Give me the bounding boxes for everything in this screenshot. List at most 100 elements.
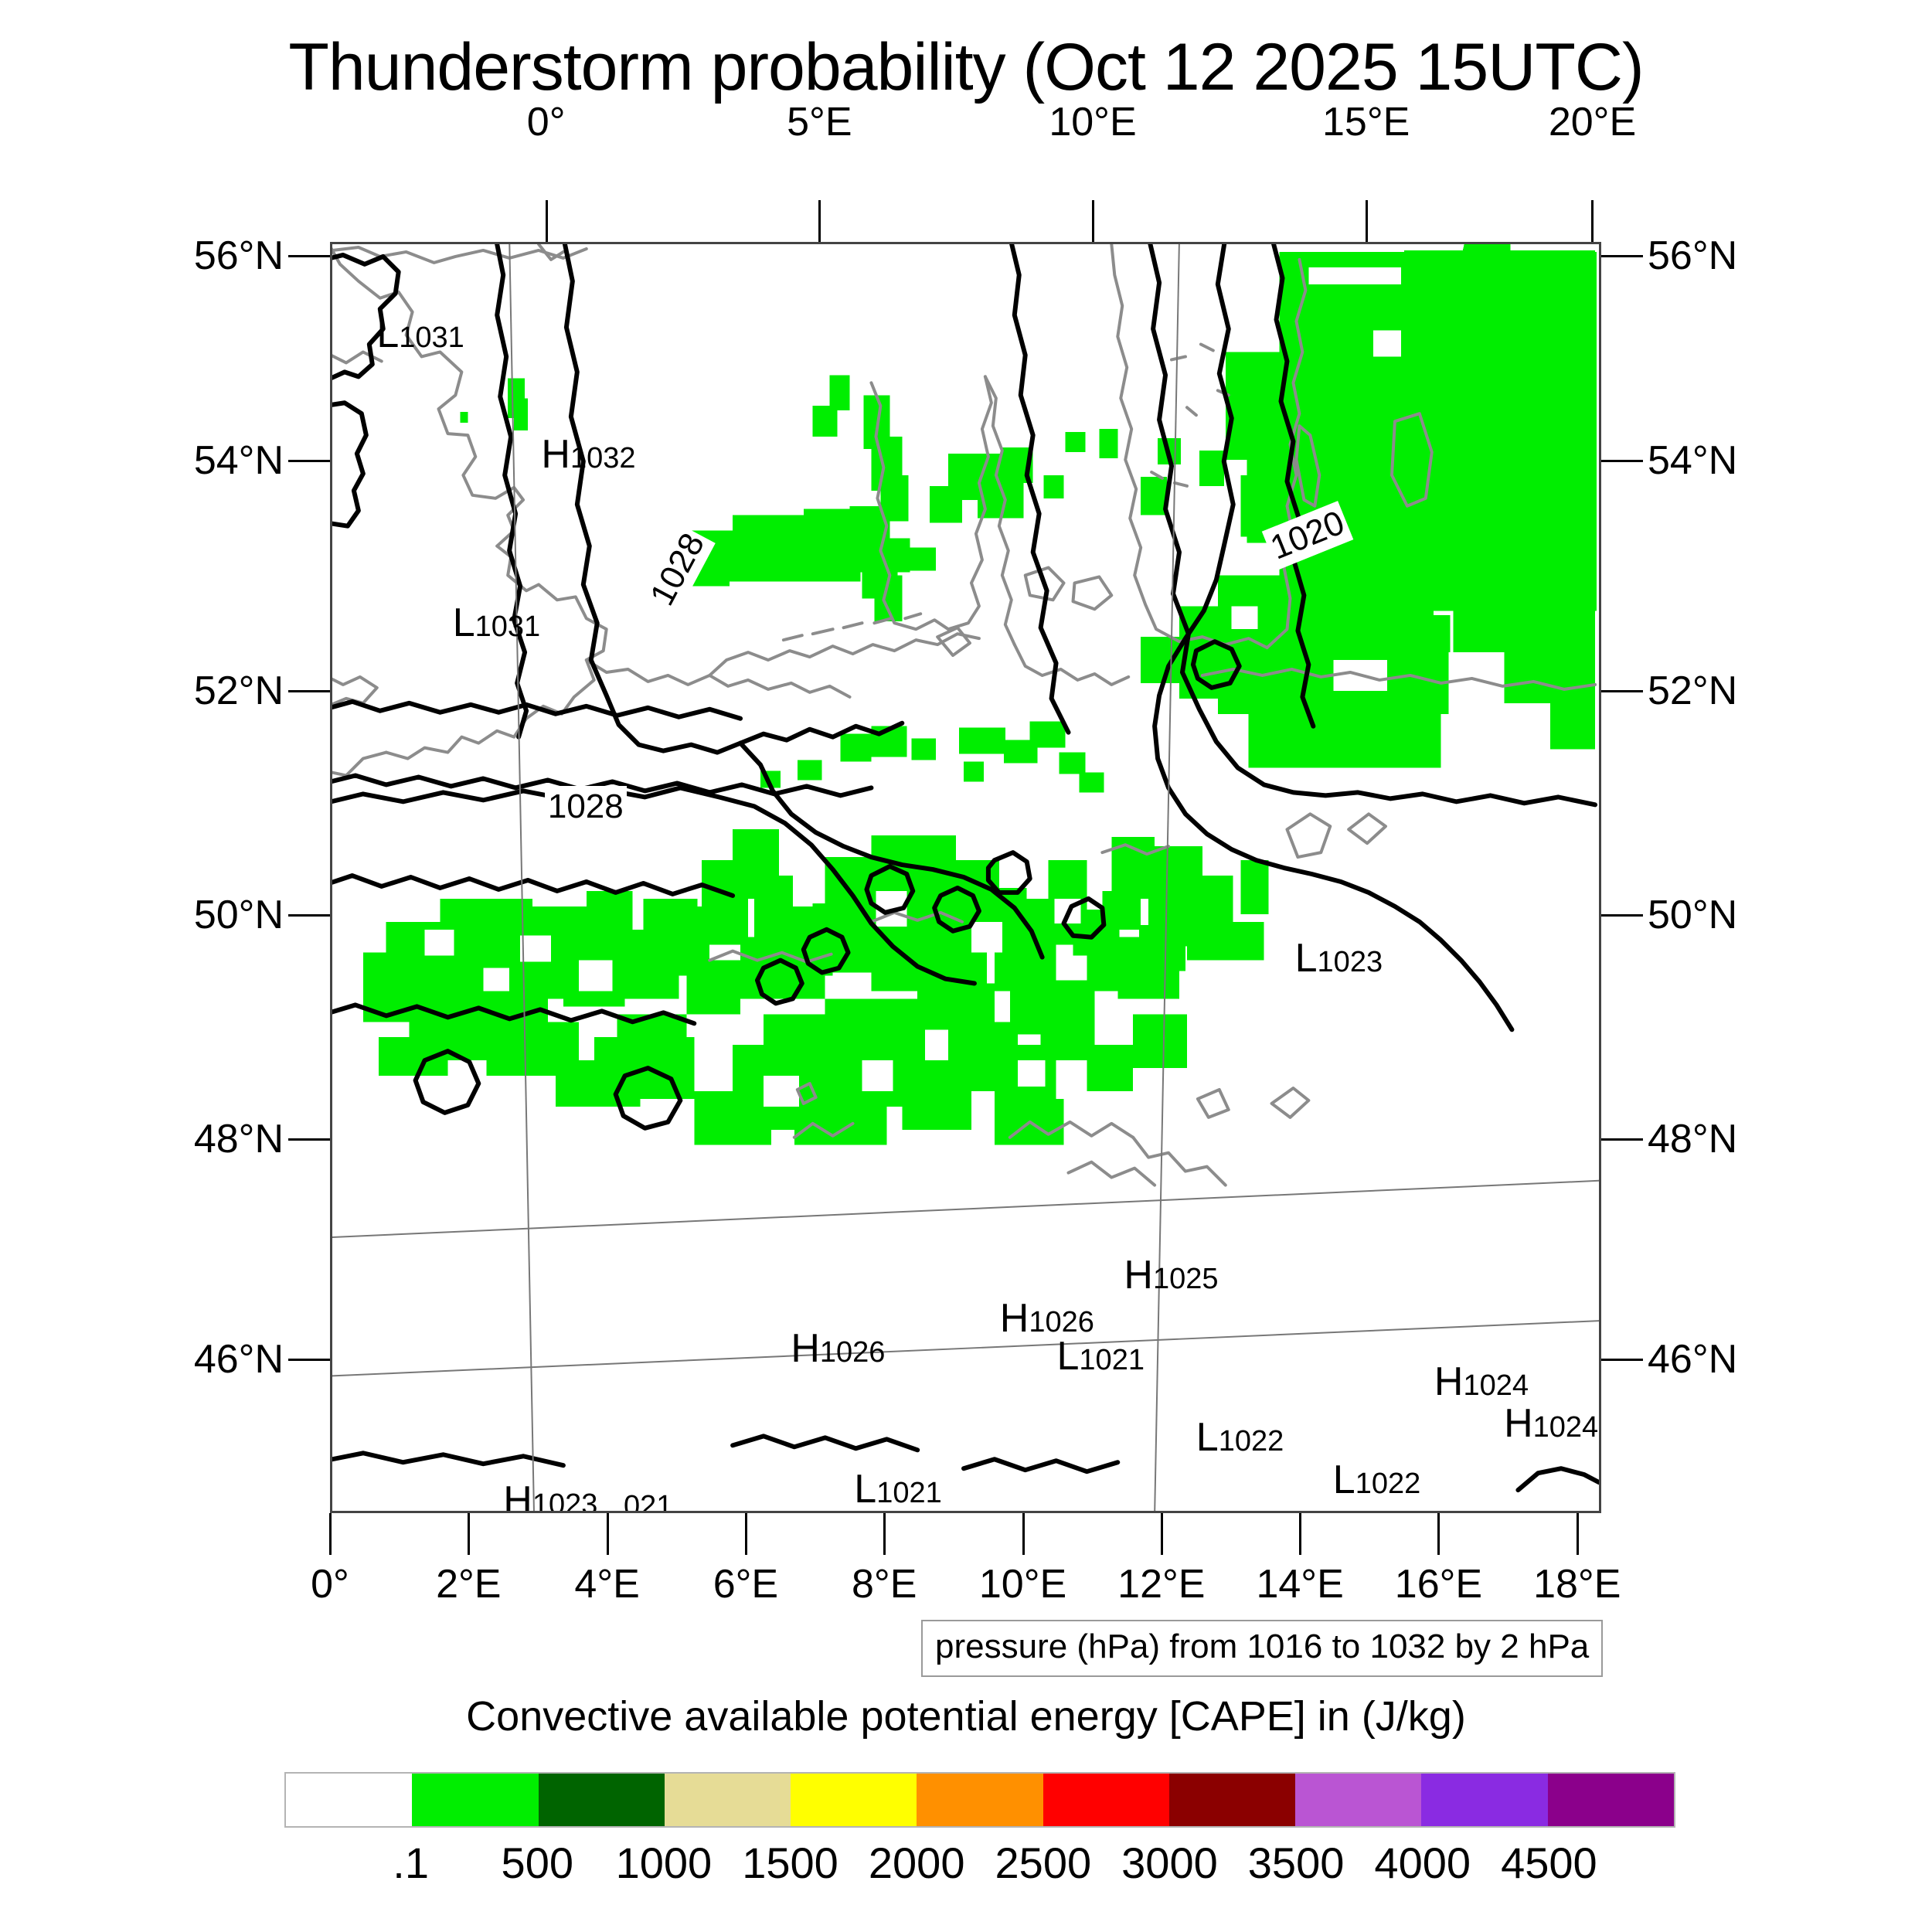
lon-tick-label: 0°	[526, 100, 566, 145]
coastline-layer	[332, 244, 1597, 1187]
lon-tick-label: 5°E	[787, 100, 852, 145]
colorbar-tick-label: 4500	[1501, 1838, 1597, 1887]
lat-tick-label: 54°N	[1648, 437, 1738, 483]
colorbar-tick-label: 500	[501, 1838, 573, 1887]
lon-tick-label: 4°E	[574, 1562, 640, 1607]
lon-tick-label: 6°E	[713, 1562, 779, 1607]
lon-tick-label: 10°E	[978, 1562, 1067, 1607]
pressure-extremum-label: H1026	[791, 1325, 886, 1371]
lat-tick-label: 52°N	[1648, 668, 1738, 713]
pressure-extremum-label: H1025	[1124, 1252, 1219, 1298]
lat-tick-mark	[1601, 255, 1643, 258]
lon-tick-mark	[1365, 200, 1368, 242]
cape-colorbar	[284, 1772, 1675, 1828]
lat-tick-label: 52°N	[193, 668, 284, 713]
lon-tick-label: 12°E	[1117, 1562, 1206, 1607]
lon-tick-mark	[1437, 1513, 1440, 1555]
lon-tick-label: 15°E	[1322, 100, 1410, 145]
lat-tick-mark	[1601, 1138, 1643, 1141]
pressure-extremum-label: H1024	[1504, 1400, 1599, 1446]
colorbar-segment-8	[1295, 1774, 1422, 1826]
lat-tick-mark	[288, 1138, 330, 1141]
colorbar-title: Convective available potential energy [C…	[466, 1693, 1466, 1740]
lon-tick-mark	[545, 200, 548, 242]
colorbar-segment-10	[1547, 1774, 1674, 1826]
lon-tick-mark	[1576, 1513, 1579, 1555]
colorbar-segment-3	[664, 1774, 791, 1826]
lat-tick-mark	[288, 459, 330, 462]
lat-tick-mark	[1601, 914, 1643, 917]
lat-tick-label: 54°N	[193, 437, 284, 483]
pressure-extremum-label: L1022	[1332, 1458, 1421, 1503]
pressure-contour-legend: pressure (hPa) from 1016 to 1032 by 2 hP…	[921, 1620, 1604, 1677]
graticule-layer	[332, 244, 1599, 1511]
colorbar-segment-9	[1421, 1774, 1548, 1826]
lon-tick-label: 8°E	[852, 1562, 917, 1607]
pressure-extremum-extra-label: 021	[623, 1490, 673, 1513]
pressure-extremum-label: L1021	[854, 1466, 942, 1512]
lon-tick-label: 16°E	[1394, 1562, 1483, 1607]
lat-tick-label: 56°N	[193, 233, 284, 279]
lon-tick-mark	[606, 1513, 609, 1555]
lat-tick-mark	[288, 914, 330, 917]
lon-tick-label: 10°E	[1049, 100, 1137, 145]
map-canvas	[332, 244, 1599, 1511]
pressure-extremum-label: L1031	[376, 311, 464, 357]
lon-tick-mark	[1160, 1513, 1163, 1555]
lat-tick-label: 48°N	[1648, 1116, 1738, 1162]
lon-tick-mark	[468, 1513, 471, 1555]
lat-tick-mark	[1601, 689, 1643, 692]
lat-tick-label: 46°N	[1648, 1336, 1738, 1382]
lon-tick-mark	[1591, 200, 1594, 242]
lon-tick-label: 14°E	[1256, 1562, 1344, 1607]
colorbar-tick-label: 1500	[742, 1838, 838, 1887]
lat-tick-label: 50°N	[193, 893, 284, 938]
lat-tick-mark	[288, 689, 330, 692]
map-plot-area: L1031 H1032 L1031 L1023 H1025 H1026 L102…	[330, 242, 1601, 1513]
colorbar-segment-5	[917, 1774, 1043, 1826]
colorbar-segment-1	[412, 1774, 539, 1826]
lon-tick-label: 20°E	[1548, 100, 1637, 145]
colorbar-segment-2	[538, 1774, 665, 1826]
pressure-extremum-label: L1021	[1056, 1333, 1145, 1379]
lon-tick-mark	[818, 200, 821, 242]
colorbar-tick-label: 4000	[1374, 1838, 1471, 1887]
cape-colorbar-labels: .1 500 1000 1500 2000 2500 3000 3500 4000 4500	[284, 1838, 1675, 1892]
lon-tick-label: 2°E	[436, 1562, 502, 1607]
lon-tick-mark	[1299, 1513, 1302, 1555]
colorbar-segment-6	[1043, 1774, 1169, 1826]
colorbar-tick-label: 1000	[615, 1838, 713, 1887]
pressure-extremum-label: H1023	[503, 1478, 598, 1513]
isobar-layer	[332, 244, 1599, 1493]
lon-tick-mark	[1022, 1513, 1025, 1555]
colorbar-segment-7	[1168, 1774, 1296, 1826]
lon-tick-label: 18°E	[1533, 1562, 1621, 1607]
pressure-extremum-label: H1026	[999, 1295, 1094, 1341]
colorbar-tick-label: 3000	[1121, 1838, 1218, 1887]
pressure-extremum-label: L1031	[452, 600, 541, 645]
pressure-extremum-label: H1032	[541, 431, 636, 477]
lat-tick-label: 46°N	[193, 1336, 284, 1382]
page-title: Thunderstorm probability (Oct 12 2025 15…	[288, 30, 1644, 104]
pressure-extremum-label: L1023	[1294, 936, 1383, 981]
colorbar-segment-4	[791, 1774, 917, 1826]
lat-tick-label: 56°N	[1648, 233, 1738, 279]
lat-tick-mark	[288, 1358, 330, 1361]
contour-value-label: 1028	[544, 785, 627, 828]
pressure-extremum-label: H1024	[1434, 1359, 1529, 1404]
pressure-extremum-label: L1022	[1196, 1414, 1284, 1460]
lon-tick-mark	[883, 1513, 886, 1555]
colorbar-tick-label: 2000	[868, 1838, 965, 1887]
lon-tick-mark	[744, 1513, 747, 1555]
lat-tick-mark	[1601, 459, 1643, 462]
lat-tick-mark	[1601, 1358, 1643, 1361]
cape-shading-layer	[362, 244, 1597, 1145]
colorbar-tick-label: 2500	[995, 1838, 1092, 1887]
colorbar-tick-label: 3500	[1247, 1838, 1345, 1887]
colorbar-tick-label: .1	[393, 1838, 429, 1887]
colorbar-segment-0	[286, 1774, 413, 1826]
lat-tick-label: 48°N	[193, 1116, 284, 1162]
lon-tick-label: 0°	[311, 1562, 349, 1607]
lat-tick-label: 50°N	[1648, 893, 1738, 938]
lat-tick-mark	[288, 255, 330, 258]
